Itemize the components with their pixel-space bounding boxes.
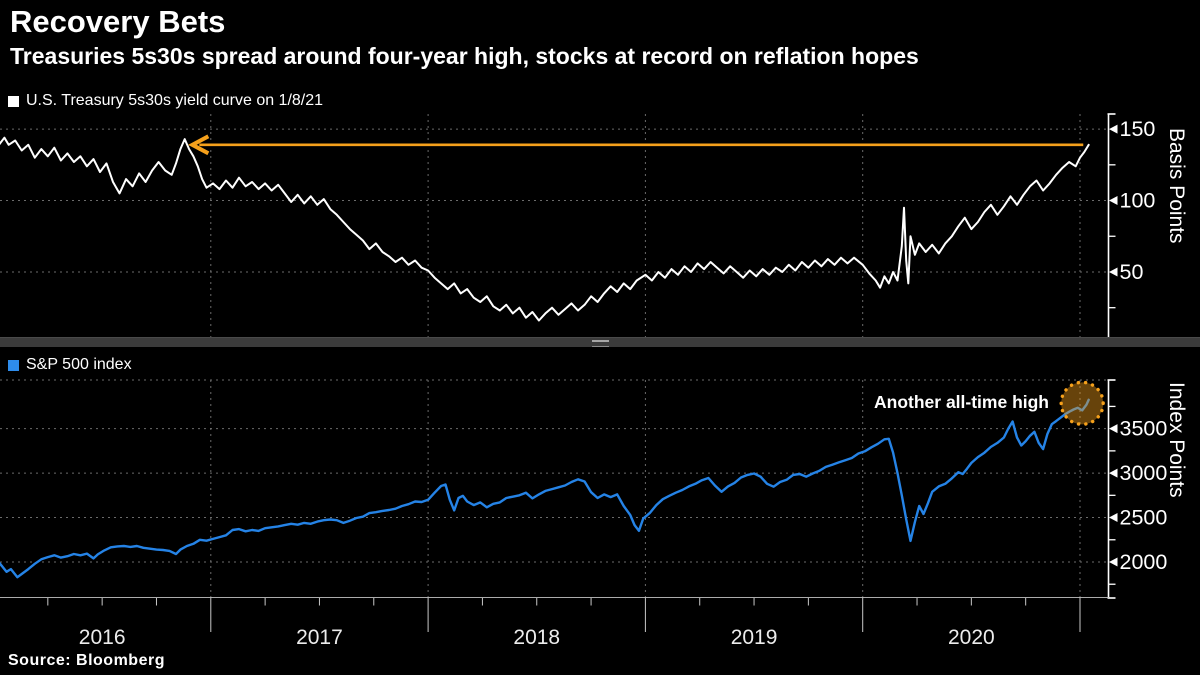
y-tick-label: 3000 [1120,461,1168,485]
x-year-label: 2019 [731,626,778,649]
y-major-tick-arrow-icon [1109,513,1118,523]
y-tick-label: 100 [1120,189,1156,213]
y-major-tick-arrow-icon [1109,124,1118,134]
y-tick-label: 50 [1120,260,1144,284]
y-major-tick-arrow-icon [1109,557,1118,567]
arrow-head-left-icon [188,134,210,156]
x-year-label: 2016 [79,626,126,649]
treasury-series-line [0,136,1090,322]
legend-treasury-label: U.S. Treasury 5s30s yield curve on 1/8/2… [26,92,324,109]
x-year-label: 2017 [296,626,343,649]
y-tick-label: 2500 [1120,506,1168,530]
treasury-legend-swatch-icon [8,95,19,107]
y-tick-label: 2000 [1120,550,1168,574]
y-major-tick-arrow-icon [1109,267,1118,277]
legend-treasury: U.S. Treasury 5s30s yield curve on 1/8/2… [8,92,323,110]
x-year-label: 2018 [513,626,560,649]
y-major-tick-arrow-icon [1109,468,1118,478]
all-time-high-annotation-label: Another all-time high [874,392,1049,412]
legend-sp500-label: S&P 500 index [26,356,132,373]
y-tick-label: 150 [1120,117,1156,141]
x-year-label: 2020 [948,626,995,649]
divider-drag-handle-icon[interactable] [592,340,609,347]
y-axis-title-basis-points: Basis Points [1165,128,1188,244]
page-subtitle: Treasuries 5s30s spread around four-year… [10,43,919,69]
sp500-series-line [0,398,1090,579]
y-tick-label: 3500 [1120,417,1168,441]
panel-divider [0,337,1200,347]
y-major-tick-arrow-icon [1109,424,1118,434]
y-axis-title-index-points: Index Points [1165,382,1188,498]
page-title: Recovery Bets [10,4,226,39]
source-credit: Source: Bloomberg [8,652,165,669]
legend-sp500: S&P 500 index [8,356,132,374]
y-major-tick-arrow-icon [1109,196,1118,206]
all-time-high-circle-icon [1059,380,1105,427]
sp500-legend-swatch-icon [8,359,19,371]
